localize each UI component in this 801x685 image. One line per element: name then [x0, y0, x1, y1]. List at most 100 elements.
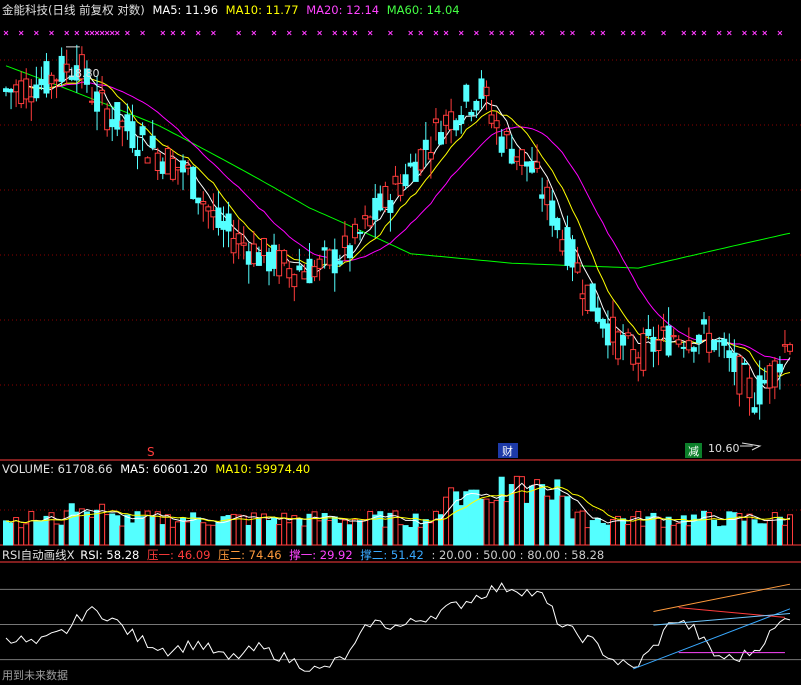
- signal-marker: [114, 30, 120, 36]
- volume-bar: [296, 518, 303, 546]
- event-s-marker[interactable]: S: [147, 445, 155, 459]
- candle-body: [432, 118, 439, 124]
- candle-body: [736, 355, 743, 395]
- candle-body: [114, 102, 121, 130]
- candle-body: [701, 319, 708, 325]
- signal-marker: [64, 30, 70, 36]
- candle-body: [174, 166, 181, 171]
- volume-bar: [129, 522, 136, 546]
- signal-marker: [691, 30, 697, 36]
- signal-marker: [620, 30, 626, 36]
- candle-body: [513, 156, 520, 162]
- volume-bar: [185, 521, 192, 546]
- volume-bar: [402, 525, 409, 546]
- volume-ma10-path: [5, 486, 791, 524]
- volume-bar: [119, 525, 126, 546]
- candle-body: [119, 120, 126, 128]
- volume-bar: [685, 525, 692, 546]
- candle-body: [574, 262, 581, 273]
- candle-body: [18, 80, 25, 105]
- candle-body: [417, 149, 424, 171]
- signal-marker: [458, 30, 464, 36]
- candle-body: [291, 274, 298, 288]
- ma5-path: [5, 71, 791, 389]
- volume-bar: [721, 525, 728, 546]
- signal-marker: [170, 30, 176, 36]
- signal-marker: [433, 30, 439, 36]
- candle-body: [28, 96, 35, 103]
- candle-body: [493, 120, 500, 129]
- candle-body: [346, 245, 353, 259]
- signal-marker: [489, 30, 494, 36]
- candle-body: [357, 231, 364, 234]
- candle-body: [731, 352, 738, 373]
- signal-marker: [474, 30, 479, 36]
- volume-bar: [169, 526, 176, 546]
- candle-body: [250, 243, 257, 265]
- candle-body: [422, 139, 429, 150]
- volume-bar: [594, 517, 601, 546]
- candle-body: [746, 377, 753, 399]
- candle-body: [235, 233, 242, 245]
- volume-bar: [164, 514, 171, 546]
- volume-bar: [195, 517, 202, 546]
- candle-body: [695, 334, 702, 343]
- signal-marker: [560, 30, 565, 36]
- signal-marker: [74, 30, 80, 36]
- volume-bar: [124, 514, 131, 546]
- volume-bar: [139, 516, 146, 546]
- volume-bar: [88, 516, 95, 546]
- volume-bar: [58, 524, 65, 546]
- candlestick-series: [3, 44, 793, 420]
- volume-bar: [645, 516, 652, 546]
- volume-bar: [579, 510, 586, 546]
- candle-body: [3, 88, 9, 92]
- candle-body: [159, 161, 166, 174]
- candle-body: [665, 325, 672, 356]
- volume-bar: [584, 527, 591, 546]
- signal-marker: [236, 30, 242, 36]
- rsi-press2: 压二: 74.46: [218, 548, 282, 562]
- volume-bar: [620, 518, 627, 546]
- rsi-title: RSI自动画线X: [2, 548, 75, 562]
- volume-bar: [726, 511, 733, 546]
- ma5-value: MA5: 11.96: [152, 3, 219, 17]
- candle-body: [787, 344, 793, 352]
- volume-bar: [564, 496, 571, 546]
- volume-bar: [301, 525, 308, 546]
- volume-bar: [503, 501, 510, 546]
- signal-marker: [352, 30, 358, 36]
- volume-bar: [367, 510, 374, 546]
- signal-marker: [125, 30, 130, 36]
- low-arrow: [741, 442, 762, 451]
- rsi-support1: 撑一: 29.92: [289, 548, 353, 562]
- candle-body: [458, 114, 465, 124]
- candle-body: [13, 84, 20, 93]
- volume-bar: [463, 491, 470, 546]
- event-cai-bg: [498, 443, 518, 458]
- candle-body: [741, 362, 748, 365]
- volume-bar: [417, 526, 424, 546]
- rsi-press-trendline: [653, 583, 791, 613]
- signal-marker: [94, 30, 100, 36]
- volume-bar: [761, 523, 768, 546]
- event-cai-marker[interactable]: 财: [502, 444, 513, 458]
- candle-body: [164, 148, 171, 175]
- candle-body: [564, 227, 571, 266]
- candle-body: [645, 329, 652, 336]
- rsi-panel: [0, 582, 801, 672]
- event-jian-marker[interactable]: 减: [688, 445, 699, 458]
- signal-marker: [418, 30, 424, 36]
- volume-bar: [695, 518, 702, 546]
- signal-marker: [140, 30, 145, 36]
- volume-bar: [83, 511, 90, 546]
- volume-bar: [473, 489, 480, 546]
- candle-body: [427, 152, 434, 160]
- candle-body: [670, 335, 677, 338]
- volume-bar: [776, 516, 783, 546]
- volume-ma-lines: [5, 482, 791, 525]
- candle-body: [88, 100, 95, 103]
- volume-bar: [523, 502, 530, 546]
- candle-body: [240, 242, 247, 246]
